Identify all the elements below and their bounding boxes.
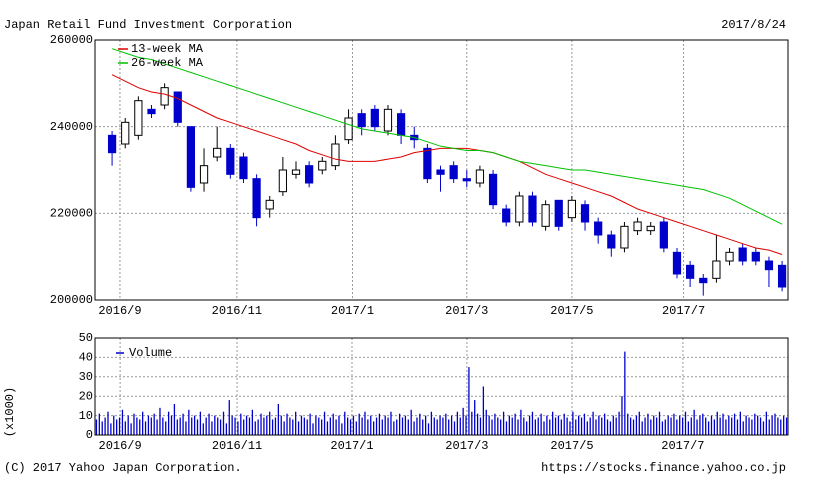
copyright: (C) 2017 Yahoo Japan Corporation. [4,461,242,475]
y-tick-label: 50 [79,331,93,345]
y-tick-label: 40 [79,351,93,365]
x-tick-label: 2016/9 [99,439,142,453]
candle-body [239,156,248,180]
candle-body [318,160,327,171]
candle-body [659,221,668,249]
candle-body [502,208,511,223]
candle-body [278,169,287,193]
candle-body [633,221,642,232]
y-tick-label: 20 [79,389,93,403]
candle-body [594,221,603,236]
candle-body [699,277,708,284]
legend-label: Volume [129,346,172,360]
source-url: https://stocks.finance.yahoo.co.jp [541,461,786,475]
candle-body [265,199,274,210]
candle-body [252,178,261,219]
y-axis-label: (x1000) [3,387,17,437]
legend-label: 13-week MA [131,42,204,56]
candle-body [134,100,143,136]
x-tick-label: 2017/1 [331,304,374,318]
candle-body [344,117,353,141]
candle-body [147,108,156,115]
x-tick-label: 2017/7 [662,304,705,318]
candle-body [488,173,498,206]
candle-body [423,147,432,180]
x-tick-label: 2016/11 [212,439,262,453]
candle-body [686,264,695,279]
candle-body [541,204,550,227]
candle-body [121,121,130,145]
y-tick-label: 260000 [50,33,93,47]
candle-body [186,126,196,188]
candle-body [305,165,314,184]
candle-body [213,147,222,158]
x-tick-label: 2017/3 [445,304,488,318]
moving-average-line [111,74,783,255]
candle-body [567,199,577,219]
x-tick-label: 2016/9 [98,304,141,318]
candle-body [580,204,590,223]
candle-body [515,195,524,223]
candle-body [620,225,629,249]
candle-body [331,143,340,167]
candle-body [357,113,366,128]
y-tick-label: 220000 [50,207,93,221]
candle-body [712,260,721,279]
candle-body [725,251,734,262]
candle-body [436,169,445,175]
candle-body [528,195,537,223]
candle-body [226,147,235,175]
candle-body [751,251,760,262]
candle-body [554,199,563,227]
candle-body [607,234,616,249]
plot-frame [94,39,789,301]
candle-body [291,169,301,175]
candle-body [173,91,182,123]
candle-body [777,264,787,288]
x-tick-label: 2017/5 [550,304,593,318]
x-tick-label: 2017/7 [661,439,704,453]
y-tick-label: 240000 [50,120,93,134]
y-tick-label: 0 [86,428,93,442]
plot-frame [94,337,789,436]
candle-body [462,178,471,182]
y-tick-label: 200000 [50,293,93,307]
candle-body [160,87,169,106]
candle-body [370,108,379,128]
x-tick-label: 2017/5 [550,439,593,453]
x-tick-label: 2017/3 [445,439,488,453]
moving-average-line [111,48,783,225]
chart-title: Japan Retail Fund Investment Corporation [4,18,292,32]
candle-body [199,165,209,184]
date: 2017/8/24 [721,18,786,32]
candle-body [449,165,458,180]
y-tick-label: 30 [79,370,93,384]
x-tick-label: 2016/11 [212,304,262,318]
candle-body [107,134,117,154]
legend-label: 26-week MA [131,56,204,70]
candle-body [383,108,393,132]
candle-body [738,247,747,262]
candle-body [646,225,655,232]
y-tick-label: 10 [79,409,93,423]
x-tick-label: 2017/1 [330,439,373,453]
candle-body [396,113,406,136]
candle-body [672,251,682,275]
candle-body [475,169,485,184]
candle-body [764,260,774,271]
